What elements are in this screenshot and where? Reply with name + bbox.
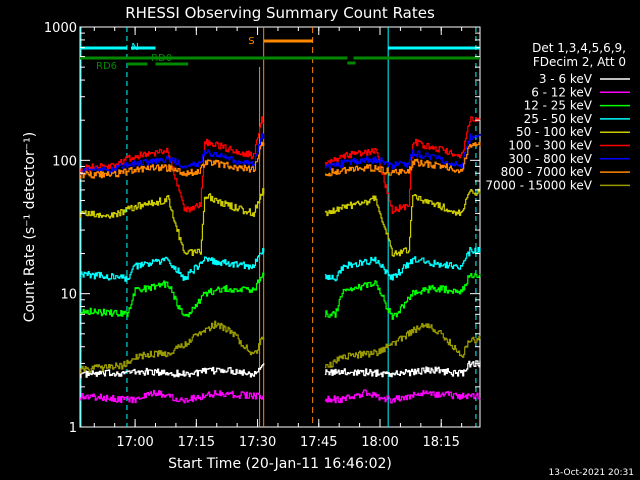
legend-label-8: 7000 - 15000 keV [485, 178, 592, 192]
x-axis-label: Start Time (20-Jan-11 16:46:02) [168, 456, 392, 472]
series-line-7-seg-0 [80, 141, 265, 179]
series-line-2-seg-0 [80, 272, 265, 318]
series-line-0-seg-1 [324, 360, 481, 378]
plot-frame [79, 26, 481, 428]
legend-label-0: 3 - 6 keV [539, 72, 593, 86]
y-axis-label: Count Rate (s⁻¹ detector⁻¹) [22, 132, 38, 322]
timestamp: 13-Oct-2021 20:31 [549, 468, 634, 478]
series-line-6-seg-0 [80, 133, 265, 176]
x-tick-label-2: 17:30 [239, 435, 276, 450]
series-line-6-seg-1 [324, 133, 481, 171]
legend-header-line-1: Det 1,3,4,5,6,9, [532, 41, 626, 55]
series-line-8-seg-1 [324, 323, 481, 369]
y-tick-label-3: 1000 [44, 21, 77, 36]
legend-header-line-2: FDecim 2, Att 0 [533, 55, 626, 69]
x-tick-label-3: 17:45 [300, 435, 337, 450]
series-line-2-seg-1 [324, 272, 481, 320]
series-line-0-seg-0 [80, 363, 265, 379]
series-line-7-seg-1 [324, 142, 481, 177]
series-line-3-seg-1 [324, 247, 481, 282]
axis-ticks: 17:00 17:15 17:30 17:45 18:00 18:15 1 10 100 1000 [44, 21, 480, 450]
legend-label-6: 300 - 800 keV [508, 152, 592, 166]
y-tick-label-1: 10 [60, 288, 77, 303]
x-tick-label-1: 17:15 [178, 435, 215, 450]
series-layer [80, 116, 481, 404]
chart-title: RHESSI Observing Summary Count Rates [125, 4, 435, 22]
series-line-1-seg-0 [80, 389, 265, 404]
series-line-4-seg-0 [80, 188, 265, 256]
x-tick-label-4: 18:00 [361, 435, 398, 450]
legend-label-7: 800 - 7000 keV [501, 165, 593, 179]
plot-markers: N RD6 RD0 S [80, 27, 480, 427]
legend-label-1: 6 - 12 keV [531, 85, 593, 99]
legend-label-3: 25 - 50 keV [524, 112, 593, 126]
legend-label-4: 50 - 100 keV [516, 125, 593, 139]
x-tick-label-5: 18:15 [422, 435, 459, 450]
series-line-3-seg-0 [80, 248, 265, 282]
y-tick-label-0: 1 [69, 421, 77, 436]
annotation-rd6: RD6 [96, 61, 117, 72]
series-line-8-seg-0 [80, 320, 265, 374]
annotation-rd0: RD0 [151, 53, 172, 64]
legend-label-2: 12 - 25 keV [524, 99, 593, 113]
series-line-1-seg-1 [324, 389, 481, 404]
series-line-5-seg-1 [324, 116, 481, 214]
annotation-n: N [131, 42, 138, 53]
legend-label-5: 100 - 300 keV [508, 139, 592, 153]
annotation-s: S [248, 36, 254, 47]
series-line-4-seg-1 [324, 188, 481, 257]
y-tick-label-2: 100 [52, 154, 77, 169]
x-tick-label-0: 17:00 [116, 435, 153, 450]
